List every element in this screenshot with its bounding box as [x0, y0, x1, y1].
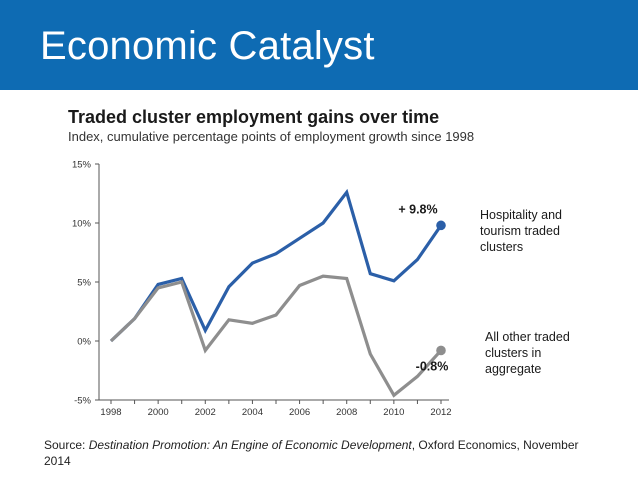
x-tick-label: 2006: [289, 407, 310, 418]
legend-label-hospitality: clusters: [480, 240, 523, 254]
legend-label-other-clusters: clusters in: [485, 346, 541, 360]
source-prefix: Source:: [44, 438, 89, 452]
series-end-marker-other-clusters: [436, 345, 446, 356]
x-tick-label: 2008: [336, 407, 357, 418]
y-tick-label: -5%: [74, 396, 91, 407]
chart-title: Traded cluster employment gains over tim…: [68, 107, 440, 127]
x-tick-label: 2000: [148, 407, 169, 418]
title-banner: Economic Catalyst: [0, 0, 638, 90]
x-tick-label: 2012: [430, 407, 451, 418]
legend-label-other-clusters: aggregate: [485, 362, 541, 376]
series-end-marker-hospitality: [436, 220, 446, 231]
source-title: Destination Promotion: An Engine of Econ…: [88, 438, 412, 452]
y-tick-label: 10%: [72, 219, 92, 230]
legend-label-hospitality: Hospitality and: [480, 208, 562, 222]
chart-subtitle: Index, cumulative percentage points of e…: [68, 129, 475, 144]
slide-title: Economic Catalyst: [40, 24, 375, 68]
x-tick-label: 2010: [383, 407, 404, 418]
x-tick-label: 1998: [100, 407, 121, 418]
y-tick-label: 0%: [77, 337, 91, 348]
series-line-hospitality: [109, 188, 443, 343]
x-tick-label: 2002: [195, 407, 216, 418]
source-suffix: , Oxford Economics, November 2014: [44, 438, 579, 468]
legend-label-other-clusters: All other traded: [485, 330, 570, 344]
legend-label-hospitality: tourism traded: [480, 224, 560, 238]
y-tick-label: 5%: [77, 278, 91, 289]
series-end-label-other-clusters: -0.8%: [416, 359, 449, 373]
source-citation: Source: Destination Promotion: An Engine…: [44, 437, 604, 469]
y-tick-label: 15%: [72, 160, 92, 171]
series-end-label-hospitality: + 9.8%: [398, 202, 437, 216]
x-tick-label: 2004: [242, 407, 263, 418]
series-line-other-clusters: [109, 274, 443, 398]
